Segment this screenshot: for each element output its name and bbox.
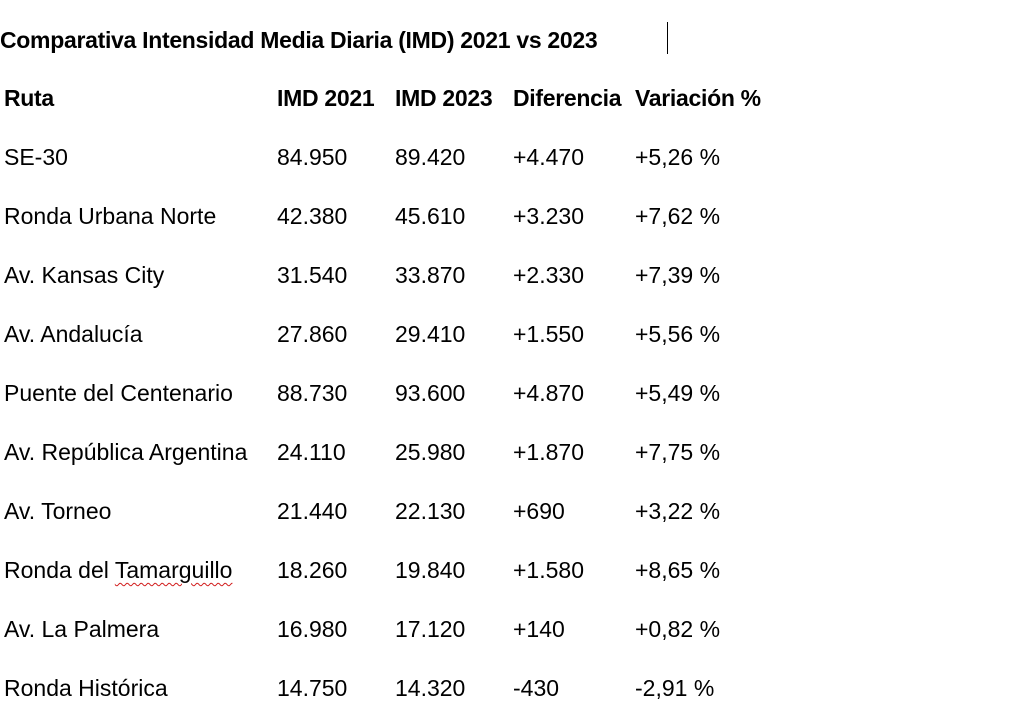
table-header-row: Ruta IMD 2021 IMD 2023 Diferencia Variac… xyxy=(0,69,785,128)
cell-imd-2023: 89.420 xyxy=(395,144,466,170)
cell-route: Av. Torneo xyxy=(4,498,112,524)
cell-imd-2021: 84.950 xyxy=(277,144,348,170)
cell-route: Ronda Histórica xyxy=(4,675,168,701)
cell-imd-2023: 29.410 xyxy=(395,321,466,347)
table-row: Av. Andalucía 27.860 29.410 +1.550 +5,56… xyxy=(0,305,785,364)
cell-imd-2021: 27.860 xyxy=(277,321,348,347)
cell-variation: +5,26 % xyxy=(635,144,721,170)
header-imd-2021: IMD 2021 xyxy=(277,85,375,111)
cell-difference: +4.870 xyxy=(513,380,584,406)
table-row: Ronda Histórica 14.750 14.320 -430 -2,91… xyxy=(0,659,785,718)
cell-route: SE-30 xyxy=(4,144,68,170)
table-row: Puente del Centenario 88.730 93.600 +4.8… xyxy=(0,364,785,423)
cell-variation: +0,82 % xyxy=(635,616,721,642)
cell-variation: +5,56 % xyxy=(635,321,721,347)
cell-imd-2021: 21.440 xyxy=(277,498,348,524)
cell-imd-2023: 25.980 xyxy=(395,439,466,465)
cell-difference: +140 xyxy=(513,616,565,642)
cell-difference: +2.330 xyxy=(513,262,584,288)
cell-imd-2021: 31.540 xyxy=(277,262,348,288)
cell-variation: +7,75 % xyxy=(635,439,721,465)
spellcheck-flagged-word[interactable]: Tamarguillo xyxy=(114,557,233,583)
cell-difference: +1.550 xyxy=(513,321,584,347)
header-route: Ruta xyxy=(4,85,54,111)
cell-imd-2021: 24.110 xyxy=(277,439,346,465)
document-title: Comparativa Intensidad Media Diaria (IMD… xyxy=(0,27,598,53)
cell-route: Av. República Argentina xyxy=(4,439,248,465)
cell-imd-2023: 45.610 xyxy=(395,203,466,229)
cell-variation: +3,22 % xyxy=(635,498,721,524)
cell-route-prefix: Ronda del xyxy=(4,557,115,583)
header-imd-2023: IMD 2023 xyxy=(395,85,493,111)
cell-imd-2023: 22.130 xyxy=(395,498,466,524)
cell-imd-2023: 93.600 xyxy=(395,380,466,406)
cell-variation: +8,65 % xyxy=(635,557,721,583)
header-variation: Variación % xyxy=(635,85,761,111)
cell-imd-2021: 14.750 xyxy=(277,675,348,701)
cell-difference: +1.580 xyxy=(513,557,584,583)
cell-imd-2023: 14.320 xyxy=(395,675,466,701)
cell-difference: +690 xyxy=(513,498,565,524)
cell-variation: +7,39 % xyxy=(635,262,721,288)
cell-difference: +1.870 xyxy=(513,439,584,465)
cell-difference: +4.470 xyxy=(513,144,584,170)
cell-variation: +5,49 % xyxy=(635,380,721,406)
cell-imd-2021: 42.380 xyxy=(277,203,348,229)
table-row: Av. Torneo 21.440 22.130 +690 +3,22 % xyxy=(0,482,785,541)
cell-imd-2021: 18.260 xyxy=(277,557,348,583)
cell-difference: +3.230 xyxy=(513,203,584,229)
table-row: Ronda del Tamarguillo 18.260 19.840 +1.5… xyxy=(0,541,785,600)
cell-imd-2023: 33.870 xyxy=(395,262,466,288)
imd-table: Ruta IMD 2021 IMD 2023 Diferencia Variac… xyxy=(0,69,785,718)
table-row: Av. República Argentina 24.110 25.980 +1… xyxy=(0,423,785,482)
cell-route: Av. Andalucía xyxy=(4,321,143,347)
cell-route: Puente del Centenario xyxy=(4,380,233,406)
cell-route: Ronda Urbana Norte xyxy=(4,203,217,229)
header-difference: Diferencia xyxy=(513,85,622,111)
cell-imd-2023: 17.120 xyxy=(395,616,466,642)
cell-imd-2021: 16.980 xyxy=(277,616,348,642)
cell-variation: -2,91 % xyxy=(635,675,715,701)
cell-route: Ronda del Tamarguillo xyxy=(0,541,273,600)
cell-variation: +7,62 % xyxy=(635,203,721,229)
table-row: Av. La Palmera 16.980 17.120 +140 +0,82 … xyxy=(0,600,785,659)
cell-route: Av. Kansas City xyxy=(4,262,165,288)
table-row: SE-30 84.950 89.420 +4.470 +5,26 % xyxy=(0,128,785,187)
cell-route: Av. La Palmera xyxy=(4,616,160,642)
table-row: Ronda Urbana Norte 42.380 45.610 +3.230 … xyxy=(0,187,785,246)
cell-difference: -430 xyxy=(513,675,560,701)
table-row: Av. Kansas City 31.540 33.870 +2.330 +7,… xyxy=(0,246,785,305)
text-cursor xyxy=(667,22,668,54)
cell-imd-2023: 19.840 xyxy=(395,557,466,583)
cell-imd-2021: 88.730 xyxy=(277,380,348,406)
